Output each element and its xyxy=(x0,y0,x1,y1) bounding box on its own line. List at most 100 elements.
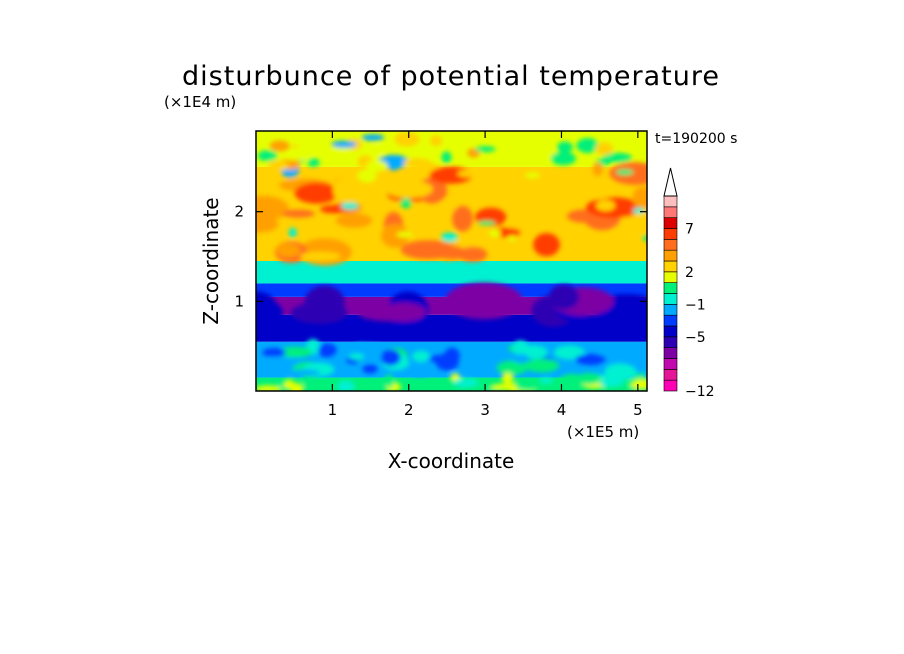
field-cell xyxy=(357,169,377,183)
y-tick-label: 2 xyxy=(234,203,244,221)
field-cell xyxy=(559,373,586,388)
colorbar-label: −5 xyxy=(685,330,706,346)
field-cell xyxy=(598,379,624,387)
colorbar-band xyxy=(663,282,678,294)
field-cell xyxy=(521,132,545,142)
field-cell xyxy=(262,347,287,357)
chart-title: disturbunce of potential temperature xyxy=(182,61,720,92)
field-cell xyxy=(318,343,338,358)
field-cell xyxy=(496,360,528,376)
field-cell xyxy=(381,223,409,248)
field-cell xyxy=(256,291,278,327)
field-cell xyxy=(399,174,423,190)
colorbar-band xyxy=(663,195,678,208)
field-cell xyxy=(595,142,614,156)
colorbar-band xyxy=(663,293,678,305)
colorbar-band xyxy=(663,325,678,338)
x-axis-label: X-coordinate xyxy=(388,449,515,473)
field-cell xyxy=(380,349,401,366)
field-cell xyxy=(524,172,541,179)
field-cell xyxy=(548,284,580,310)
field-cell xyxy=(618,139,647,148)
colorbar-band xyxy=(663,347,678,359)
field-cell xyxy=(511,353,530,363)
field-cell xyxy=(633,358,647,374)
field-cell xyxy=(350,343,374,352)
colorbar-band xyxy=(663,217,678,229)
y-tick-label: 1 xyxy=(234,292,244,310)
field-cell xyxy=(477,220,496,226)
field-cell xyxy=(307,158,320,167)
field-cell xyxy=(642,235,647,241)
field-cell xyxy=(488,229,501,238)
field-cell xyxy=(289,369,321,376)
field-cell xyxy=(553,345,585,360)
field-cell xyxy=(632,186,647,209)
field-cell xyxy=(576,138,599,154)
field-cell xyxy=(403,158,432,169)
field-cell xyxy=(337,380,355,391)
field-cell xyxy=(452,205,473,232)
colorbar-band xyxy=(663,304,678,316)
field-cell xyxy=(256,385,282,391)
field-cell xyxy=(294,182,339,204)
x-tick-label: 5 xyxy=(633,401,643,419)
colorbar-extend-arrow xyxy=(663,167,678,197)
field-cell xyxy=(400,197,412,209)
field-cell xyxy=(602,152,633,163)
field-cell xyxy=(592,161,603,177)
field-cell xyxy=(331,140,357,148)
field-cell xyxy=(267,160,289,171)
field-cell xyxy=(362,364,378,374)
colorbar-band xyxy=(663,379,678,392)
colorbar-band xyxy=(663,358,678,370)
field-cell xyxy=(474,146,496,153)
field-cell xyxy=(440,232,458,243)
colorbar-label: −1 xyxy=(685,297,706,313)
field-cell xyxy=(435,353,459,371)
colorbar-band xyxy=(663,314,678,327)
field-cell xyxy=(299,251,341,262)
colorbar-band xyxy=(663,260,678,273)
field-cell xyxy=(507,235,517,241)
field-cell xyxy=(288,227,297,238)
y-axis-label: Z-coordinate xyxy=(199,197,223,324)
colorbar-band xyxy=(663,239,678,251)
field-cell xyxy=(348,353,365,360)
field-cell xyxy=(283,154,310,161)
field-cell xyxy=(335,213,373,228)
field-cell xyxy=(429,135,443,147)
colorbar-label: 2 xyxy=(685,265,694,281)
field-layer xyxy=(256,283,647,297)
colorbar: 7 2 −1 −5 −12 xyxy=(663,167,715,400)
field-cell xyxy=(515,379,542,391)
field-cell xyxy=(357,304,421,322)
field-cell xyxy=(550,151,577,166)
colorbar-band xyxy=(663,228,678,240)
field-cell xyxy=(356,350,382,363)
field-cell xyxy=(604,363,637,382)
field-cell xyxy=(591,184,611,200)
x-tick-label: 1 xyxy=(328,401,338,419)
colorbar-band xyxy=(663,206,678,218)
time-label: t=190200 s xyxy=(655,131,737,147)
field-cell xyxy=(630,379,647,390)
field-layer-group xyxy=(256,131,647,391)
field-cell xyxy=(302,377,319,384)
colorbar-band xyxy=(663,336,678,348)
field-cell xyxy=(394,132,420,147)
colorbar-label: 7 xyxy=(685,222,694,238)
plot-frame xyxy=(255,130,648,392)
field-cell xyxy=(556,141,574,153)
field-layer xyxy=(256,261,647,284)
y-unit-label: (×1E4 m) xyxy=(164,93,236,111)
x-tick-label: 3 xyxy=(480,401,490,419)
field-cell xyxy=(412,350,431,362)
field-cell xyxy=(290,302,348,324)
field-cell xyxy=(533,233,560,257)
field-cell xyxy=(269,140,290,152)
field-cell xyxy=(632,207,645,214)
field-cell xyxy=(396,231,413,238)
field-texture xyxy=(256,132,647,391)
